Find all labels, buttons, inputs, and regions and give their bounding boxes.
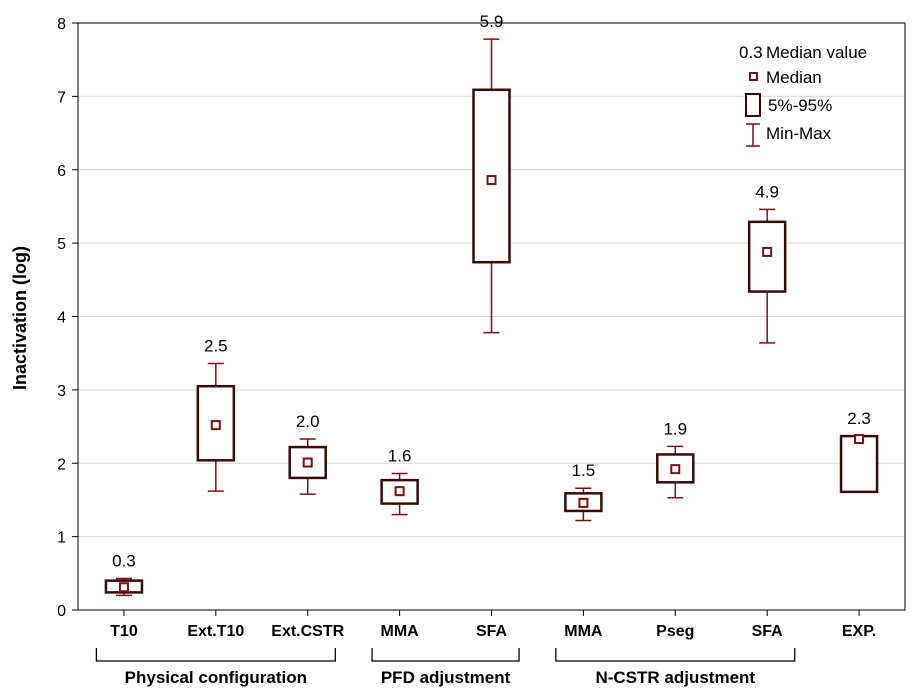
median-value-label: 1.6 [388, 447, 412, 466]
median-value-label: 1.5 [572, 461, 596, 480]
x-category-label: SFA [752, 623, 784, 640]
median-value-label: 2.3 [847, 409, 871, 428]
median-value-label: 5.9 [480, 12, 504, 31]
box-6: 1.9 [656, 419, 695, 499]
x-category-label: SFA [476, 623, 508, 640]
box-5-95 [472, 88, 511, 264]
median-value-label: 2.0 [296, 412, 320, 431]
box-5-95 [839, 434, 879, 494]
legend: 0.3 Median value Median 5%-95% Min-Max [739, 43, 867, 147]
median-marker [210, 420, 221, 431]
median-marker [118, 582, 129, 593]
legend-symbol-median-value: 0.3 [739, 43, 763, 62]
group-bracket [95, 648, 336, 662]
y-tick-label: 1 [57, 530, 66, 547]
box-1: 2.5 [196, 336, 236, 492]
box-5: 1.5 [564, 461, 603, 522]
box-2: 2.0 [288, 412, 327, 495]
legend-box-symbol [745, 93, 761, 117]
legend-label: 5%-95% [768, 96, 832, 115]
median-marker [578, 497, 589, 508]
x-category-label: Pseg [656, 623, 694, 640]
legend-median-square [749, 72, 758, 81]
legend-label: Median [766, 68, 822, 87]
median-marker [854, 434, 865, 445]
median-value-label: 2.5 [204, 336, 228, 355]
group-label: Physical configuration [125, 668, 307, 687]
x-category-label: T10 [110, 623, 138, 640]
y-axis-ticks: 0 1 2 3 4 5 6 7 8 [57, 16, 78, 620]
median-marker [670, 464, 681, 475]
legend-label: Median value [766, 43, 867, 62]
box-7: 4.9 [747, 182, 787, 344]
box-3: 1.6 [380, 447, 419, 516]
group-bracket [555, 648, 796, 662]
median-marker [486, 175, 497, 186]
legend-label: Min-Max [766, 124, 832, 143]
x-category-label: MMA [564, 623, 603, 640]
median-value-label: 0.3 [112, 551, 136, 570]
x-category-label: EXP. [842, 623, 876, 640]
y-axis-title: Inactivation (log) [10, 246, 30, 390]
x-category-label: MMA [381, 623, 420, 640]
y-tick-label: 4 [57, 310, 66, 327]
y-tick-label: 3 [57, 383, 66, 400]
y-tick-label: 7 [57, 89, 66, 106]
y-tick-label: 2 [57, 456, 66, 473]
y-tick-label: 6 [57, 163, 66, 180]
group-brackets: Physical configuration PFD adjustment N-CS… [95, 648, 796, 687]
median-marker [302, 457, 313, 468]
x-category-label: Ext.CSTR [271, 623, 344, 640]
box-8: 2.3 [839, 409, 879, 494]
box-4: 5.9 [472, 12, 511, 334]
x-category-label: Ext.T10 [187, 623, 244, 640]
y-tick-label: 8 [57, 16, 66, 33]
x-axis-categories: T10 Ext.T10 Ext.CSTR MMA SFA MMA Pseg SFA EXP. [110, 610, 876, 640]
y-tick-label: 5 [57, 236, 66, 253]
y-tick-label: 0 [57, 603, 66, 620]
group-label: N-CSTR adjustment [595, 668, 755, 687]
group-label: PFD adjustment [381, 668, 511, 687]
boxes: 0.3 2.5 2.0 1.6 5.9 1.5 1.9 4.9 2.3 [104, 12, 879, 597]
median-marker [762, 246, 773, 257]
median-value-label: 1.9 [663, 419, 687, 438]
group-bracket [371, 648, 520, 662]
box-0: 0.3 [104, 551, 144, 597]
median-marker [394, 486, 405, 497]
median-value-label: 4.9 [755, 182, 779, 201]
